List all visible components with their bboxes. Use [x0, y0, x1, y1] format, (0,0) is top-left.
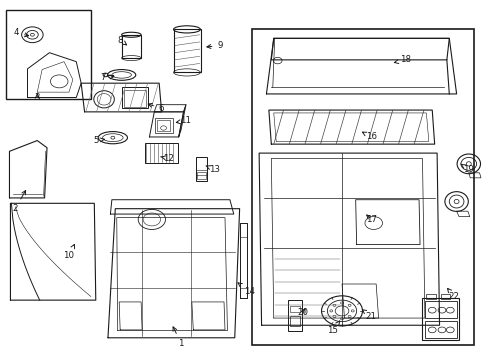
Bar [173, 30, 200, 72]
Bar [440, 294, 449, 299]
Text: 8: 8 [117, 36, 126, 45]
Text: 12: 12 [161, 154, 174, 163]
Bar [195, 157, 207, 181]
Text: 21: 21 [362, 310, 376, 321]
Bar [425, 294, 435, 299]
Text: 22: 22 [447, 288, 459, 301]
Text: 7: 7 [100, 73, 114, 82]
Text: 16: 16 [362, 132, 376, 141]
Bar [251, 30, 473, 345]
Bar [123, 90, 146, 107]
Bar [197, 172, 205, 179]
Bar [157, 121, 170, 131]
Bar [155, 118, 173, 133]
Bar [288, 300, 302, 330]
Bar [424, 320, 456, 338]
Text: 5: 5 [93, 136, 104, 145]
Bar [122, 35, 141, 58]
Text: 15: 15 [326, 321, 339, 335]
Text: 18: 18 [393, 55, 410, 64]
Text: 1: 1 [173, 327, 183, 348]
Text: 10: 10 [63, 244, 74, 260]
Bar [424, 301, 456, 319]
Text: 11: 11 [176, 116, 191, 125]
Text: 2: 2 [13, 190, 25, 213]
Text: 14: 14 [238, 283, 254, 296]
Text: 13: 13 [205, 165, 219, 174]
Text: 9: 9 [206, 41, 223, 50]
Bar [290, 306, 300, 312]
Bar [144, 143, 177, 163]
Text: 6: 6 [148, 103, 164, 113]
Text: 4: 4 [14, 28, 29, 37]
Text: 19: 19 [460, 164, 473, 174]
Bar [422, 298, 458, 339]
Bar [122, 87, 148, 108]
Text: 20: 20 [297, 308, 308, 317]
Text: 3: 3 [35, 93, 40, 102]
Text: 17: 17 [365, 215, 376, 224]
Bar [290, 316, 300, 326]
Bar [5, 10, 91, 99]
